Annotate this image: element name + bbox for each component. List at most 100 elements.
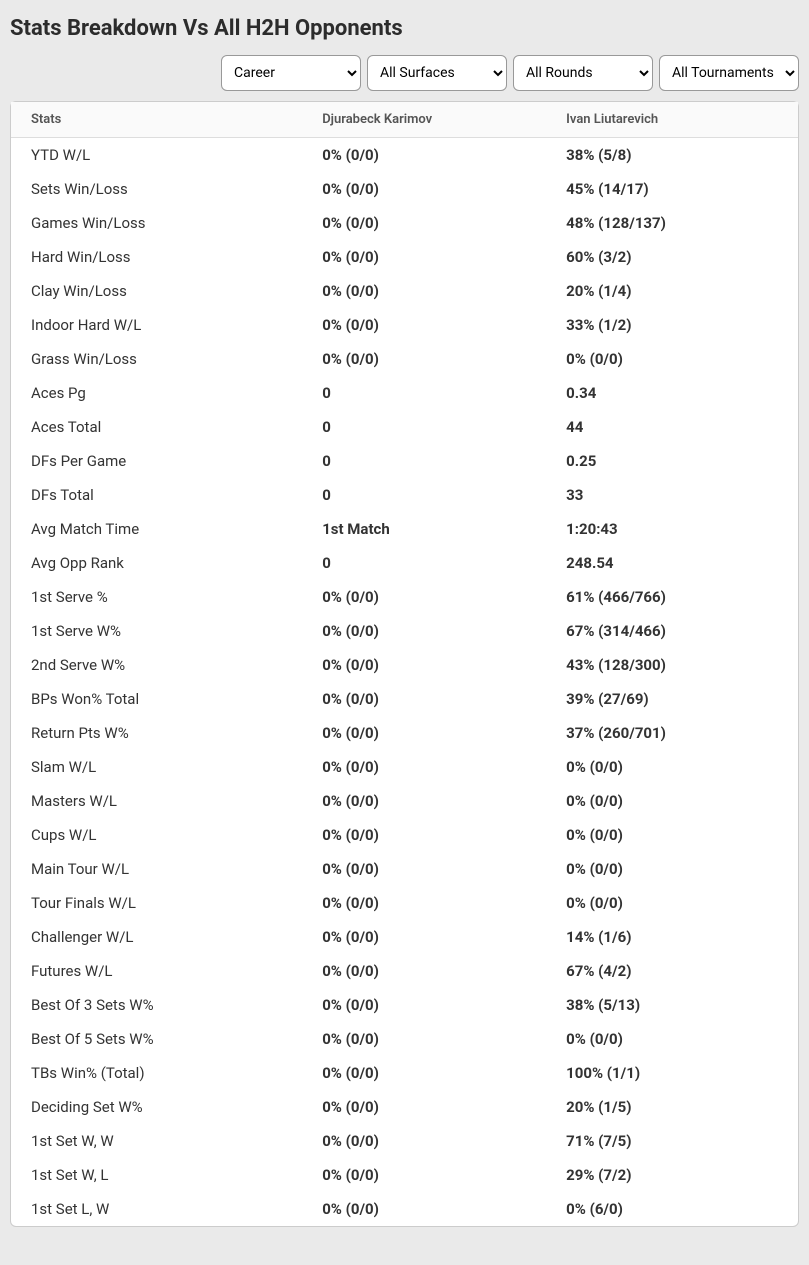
stat-label: Main Tour W/L [11,852,302,886]
stat-label: Aces Pg [11,376,302,410]
stat-label: Slam W/L [11,750,302,784]
player2-value: 0% (0/0) [546,750,798,784]
table-row: 1st Set W, L0% (0/0)29% (7/2) [11,1158,798,1192]
table-row: Slam W/L0% (0/0)0% (0/0) [11,750,798,784]
tournaments-select[interactable]: All Tournaments [659,55,799,91]
stat-label: YTD W/L [11,138,302,173]
table-row: Clay Win/Loss0% (0/0)20% (1/4) [11,274,798,308]
stat-label: Cups W/L [11,818,302,852]
player1-value: 0% (0/0) [302,1192,546,1226]
table-row: Avg Opp Rank0248.54 [11,546,798,580]
surfaces-select[interactable]: All Surfaces [367,55,507,91]
player1-value: 0% (0/0) [302,240,546,274]
stat-label: 1st Set W, L [11,1158,302,1192]
player1-value: 0% (0/0) [302,138,546,173]
player2-value: 67% (314/466) [546,614,798,648]
player2-value: 100% (1/1) [546,1056,798,1090]
player2-value: 44 [546,410,798,444]
player2-value: 0% (0/0) [546,342,798,376]
player2-value: 38% (5/13) [546,988,798,1022]
stat-label: Grass Win/Loss [11,342,302,376]
stat-label: 1st Set W, W [11,1124,302,1158]
stat-label: Aces Total [11,410,302,444]
table-row: 1st Serve W%0% (0/0)67% (314/466) [11,614,798,648]
header-stats: Stats [11,102,302,138]
table-row: Aces Pg00.34 [11,376,798,410]
table-row: Avg Match Time1st Match1:20:43 [11,512,798,546]
player1-value: 0% (0/0) [302,206,546,240]
stat-label: Hard Win/Loss [11,240,302,274]
player1-value: 0% (0/0) [302,648,546,682]
player1-value: 0% (0/0) [302,308,546,342]
table-row: Grass Win/Loss0% (0/0)0% (0/0) [11,342,798,376]
stat-label: 1st Set L, W [11,1192,302,1226]
player2-value: 1:20:43 [546,512,798,546]
stat-label: Challenger W/L [11,920,302,954]
stat-label: DFs Total [11,478,302,512]
stat-label: Deciding Set W% [11,1090,302,1124]
table-row: 1st Serve %0% (0/0)61% (466/766) [11,580,798,614]
stats-table: Stats Djurabeck Karimov Ivan Liutarevich… [10,101,799,1227]
stat-label: 1st Serve W% [11,614,302,648]
stat-label: 1st Serve % [11,580,302,614]
player2-value: 38% (5/8) [546,138,798,173]
table-row: Games Win/Loss0% (0/0)48% (128/137) [11,206,798,240]
table-row: Masters W/L0% (0/0)0% (0/0) [11,784,798,818]
player1-value: 0 [302,478,546,512]
player2-value: 0.34 [546,376,798,410]
table-row: Best Of 5 Sets W%0% (0/0)0% (0/0) [11,1022,798,1056]
player2-value: 39% (27/69) [546,682,798,716]
table-row: Aces Total044 [11,410,798,444]
player2-value: 71% (7/5) [546,1124,798,1158]
table-row: Best Of 3 Sets W%0% (0/0)38% (5/13) [11,988,798,1022]
player1-value: 0% (0/0) [302,682,546,716]
table-row: Indoor Hard W/L0% (0/0)33% (1/2) [11,308,798,342]
player2-value: 33% (1/2) [546,308,798,342]
stat-label: Avg Match Time [11,512,302,546]
table-row: Tour Finals W/L0% (0/0)0% (0/0) [11,886,798,920]
player1-value: 0% (0/0) [302,1056,546,1090]
player1-value: 0% (0/0) [302,274,546,308]
player2-value: 60% (3/2) [546,240,798,274]
table-row: Cups W/L0% (0/0)0% (0/0) [11,818,798,852]
player2-value: 43% (128/300) [546,648,798,682]
table-row: 2nd Serve W%0% (0/0)43% (128/300) [11,648,798,682]
player1-value: 0 [302,376,546,410]
stat-label: Clay Win/Loss [11,274,302,308]
table-row: Main Tour W/L0% (0/0)0% (0/0) [11,852,798,886]
player1-value: 0% (0/0) [302,954,546,988]
player2-value: 20% (1/4) [546,274,798,308]
table-row: Challenger W/L0% (0/0)14% (1/6) [11,920,798,954]
player2-value: 0% (0/0) [546,784,798,818]
table-row: Futures W/L0% (0/0)67% (4/2) [11,954,798,988]
player2-value: 0% (6/0) [546,1192,798,1226]
player1-value: 0% (0/0) [302,920,546,954]
player1-value: 0% (0/0) [302,1022,546,1056]
player2-value: 0.25 [546,444,798,478]
stat-label: Best Of 3 Sets W% [11,988,302,1022]
player2-value: 61% (466/766) [546,580,798,614]
player2-value: 45% (14/17) [546,172,798,206]
stat-label: Tour Finals W/L [11,886,302,920]
player1-value: 1st Match [302,512,546,546]
filter-bar: Career All Surfaces All Rounds All Tourn… [10,55,799,91]
player1-value: 0% (0/0) [302,988,546,1022]
page-title: Stats Breakdown Vs All H2H Opponents [10,10,799,55]
player1-value: 0 [302,444,546,478]
player2-value: 33 [546,478,798,512]
career-select[interactable]: Career [221,55,361,91]
table-row: YTD W/L0% (0/0)38% (5/8) [11,138,798,173]
rounds-select[interactable]: All Rounds [513,55,653,91]
table-row: BPs Won% Total0% (0/0)39% (27/69) [11,682,798,716]
player2-value: 248.54 [546,546,798,580]
player2-value: 0% (0/0) [546,1022,798,1056]
table-row: 1st Set W, W0% (0/0)71% (7/5) [11,1124,798,1158]
player2-value: 37% (260/701) [546,716,798,750]
stat-label: 2nd Serve W% [11,648,302,682]
player2-value: 20% (1/5) [546,1090,798,1124]
player1-value: 0 [302,410,546,444]
player1-value: 0% (0/0) [302,580,546,614]
stat-label: TBs Win% (Total) [11,1056,302,1090]
player1-value: 0 [302,546,546,580]
player1-value: 0% (0/0) [302,1158,546,1192]
